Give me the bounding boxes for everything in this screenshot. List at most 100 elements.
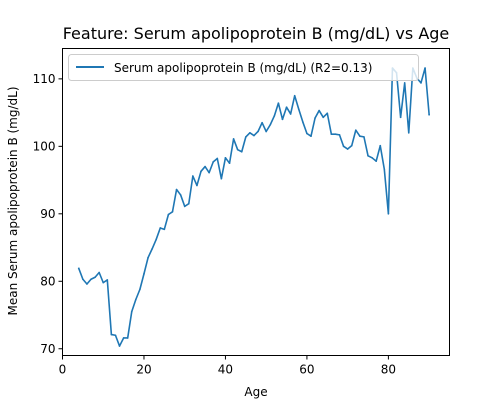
data-point xyxy=(285,106,288,108)
y-tick-label: 70 xyxy=(40,342,55,356)
data-point xyxy=(110,333,113,336)
data-point xyxy=(428,113,430,116)
plot-area: 0 20 40 60 80 70 80 90 100 110 xyxy=(33,48,450,377)
data-point xyxy=(302,121,304,123)
data-point xyxy=(310,135,312,138)
data-point xyxy=(179,194,182,196)
x-tick-label: 60 xyxy=(299,363,314,377)
data-point xyxy=(102,281,105,284)
data-point xyxy=(346,148,349,150)
data-point xyxy=(261,121,263,124)
data-point xyxy=(155,238,157,241)
data-point xyxy=(334,133,337,135)
data-point xyxy=(359,135,361,138)
data-point xyxy=(342,145,345,148)
y-tick-label: 90 xyxy=(40,207,55,221)
x-tick-label: 80 xyxy=(381,363,396,377)
y-tick-label: 100 xyxy=(33,139,56,153)
data-point xyxy=(151,248,153,250)
data-point xyxy=(187,202,190,205)
data-point xyxy=(424,67,426,69)
data-point xyxy=(204,165,206,168)
chart-title: Feature: Serum apolipoprotein B (mg/dL) … xyxy=(63,24,450,43)
data-point xyxy=(338,134,341,136)
legend-box xyxy=(68,54,419,81)
data-point xyxy=(293,94,296,97)
data-point xyxy=(192,175,194,177)
data-point xyxy=(379,144,382,147)
x-tick-label: 40 xyxy=(218,363,233,377)
data-point xyxy=(216,157,219,160)
data-point xyxy=(114,334,117,337)
data-point xyxy=(183,205,186,208)
data-point xyxy=(200,170,202,173)
legend: Serum apolipoprotein B (mg/dL) (R2=0.13) xyxy=(68,54,419,81)
data-point xyxy=(355,129,357,131)
data-point xyxy=(322,116,325,119)
y-tick-label: 80 xyxy=(40,274,55,288)
data-point xyxy=(167,213,170,216)
data-point xyxy=(350,144,353,147)
data-point xyxy=(403,82,406,84)
y-tick-label: 110 xyxy=(33,72,56,86)
data-point xyxy=(273,115,276,117)
data-point xyxy=(163,228,166,231)
data-point xyxy=(330,133,333,135)
data-point xyxy=(196,184,198,187)
data-point xyxy=(228,162,231,164)
data-point xyxy=(139,288,141,291)
data-point xyxy=(232,138,235,140)
data-point xyxy=(289,113,292,115)
data-point xyxy=(126,337,129,339)
data-point xyxy=(94,276,96,279)
data-point xyxy=(143,273,145,275)
data-point xyxy=(245,136,247,138)
y-axis-title: Mean Serum apolipoprotein B (mg/dL) xyxy=(6,86,20,315)
data-point xyxy=(314,117,316,119)
data-point xyxy=(371,157,373,159)
data-point xyxy=(318,109,320,112)
data-point xyxy=(399,116,402,119)
data-point xyxy=(240,150,243,153)
data-point xyxy=(407,132,410,134)
data-point xyxy=(118,345,121,347)
data-point xyxy=(383,168,386,171)
data-point xyxy=(77,267,80,270)
data-point xyxy=(297,108,300,111)
data-point xyxy=(175,188,178,191)
data-point xyxy=(269,123,272,126)
data-point xyxy=(220,177,223,180)
plot-frame xyxy=(62,48,450,356)
data-point xyxy=(363,136,365,138)
data-point xyxy=(306,132,308,135)
x-axis-title: Age xyxy=(244,385,267,399)
data-point xyxy=(122,337,125,339)
data-point xyxy=(224,157,227,159)
y-axis: 70 80 90 100 110 xyxy=(33,72,63,356)
data-point xyxy=(375,160,377,162)
data-point xyxy=(82,278,84,281)
series-line xyxy=(77,67,430,347)
data-point xyxy=(106,279,109,281)
data-point xyxy=(387,213,390,215)
data-point xyxy=(159,227,162,229)
data-point xyxy=(86,283,88,285)
data-point xyxy=(171,210,174,213)
legend-label: Serum apolipoprotein B (mg/dL) (R2=0.13) xyxy=(114,61,372,75)
data-point xyxy=(90,278,92,281)
data-point xyxy=(420,82,422,84)
data-point xyxy=(236,148,239,151)
data-point xyxy=(130,310,133,313)
data-point xyxy=(281,118,284,121)
x-tick-label: 0 xyxy=(59,363,67,377)
data-point xyxy=(208,171,210,174)
data-point xyxy=(147,256,149,259)
data-point xyxy=(98,271,100,274)
x-tick-label: 20 xyxy=(136,363,151,377)
data-point xyxy=(212,161,215,163)
data-point xyxy=(135,298,137,301)
data-point xyxy=(265,130,267,133)
data-point xyxy=(253,134,255,137)
x-axis: 0 20 40 60 80 xyxy=(59,355,396,377)
